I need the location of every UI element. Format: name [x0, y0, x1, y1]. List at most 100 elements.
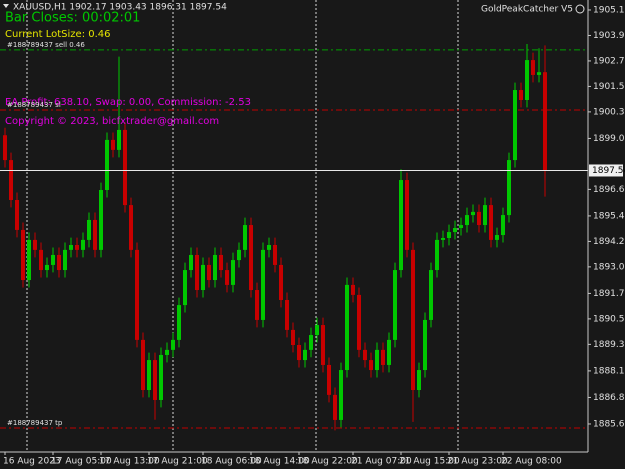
candle-body: [261, 249, 265, 320]
candle-body: [69, 245, 73, 250]
y-tick-label: 1890.55: [593, 314, 625, 324]
y-tick-label: 1903.9: [593, 31, 625, 41]
x-tick-label: 21 Aug 15:00: [399, 457, 460, 467]
candle-body: [81, 239, 85, 250]
candle-body: [129, 205, 133, 250]
chart-header: XAUUSD,H1 1902.17 1903.43 1896.31 1897.5…: [13, 3, 227, 13]
candle-body: [111, 139, 115, 150]
candle-body: [405, 180, 409, 250]
candle-body: [255, 290, 259, 320]
y-tick-label: 1894.2: [593, 237, 625, 247]
collapse-icon[interactable]: [3, 4, 9, 8]
x-tick-label: 18 Aug 06:00: [201, 457, 262, 467]
candle-body: [135, 249, 139, 340]
expert-icon[interactable]: [575, 4, 585, 14]
candle-body: [351, 284, 355, 295]
candle-body: [267, 245, 271, 250]
x-tick-label: 17 Aug 13:00: [99, 457, 160, 467]
expert-name: GoldPeakCatcher V5: [481, 5, 573, 15]
candle-body: [315, 325, 319, 336]
candle-body: [21, 229, 25, 281]
candle-body: [225, 270, 229, 285]
candle-body: [393, 270, 397, 340]
candle-body: [423, 319, 427, 371]
candle-body: [429, 270, 433, 320]
candle-body: [207, 264, 211, 281]
candle-body: [519, 90, 523, 100]
y-tick-label: 1885.6: [593, 419, 625, 429]
candle-body: [483, 205, 487, 226]
candle-body: [291, 329, 295, 345]
candle-body: [495, 235, 499, 240]
candle-body: [9, 160, 13, 200]
candle-body: [453, 228, 457, 233]
order-label: #188789437 sell 0.46: [7, 41, 85, 49]
candle-body: [183, 270, 187, 306]
y-tick-label: 1896.65: [593, 185, 625, 195]
candle-body: [537, 72, 541, 75]
y-tick-label: 1899.05: [593, 134, 625, 144]
candle-body: [93, 219, 97, 250]
candle-body: [297, 344, 301, 361]
candle-body: [345, 284, 349, 371]
candle-body: [375, 349, 379, 371]
candle-body: [363, 349, 367, 361]
candle-body: [447, 232, 451, 238]
candle-body: [303, 349, 307, 361]
candle-body: [201, 264, 205, 291]
x-tick-label: 21 Aug 07:00: [351, 457, 412, 467]
candle-body: [15, 199, 19, 230]
candle-body: [279, 264, 283, 300]
y-tick-label: 1888.1: [593, 366, 625, 376]
candle-body: [435, 239, 439, 271]
candle-body: [525, 60, 529, 100]
candle-body: [417, 370, 421, 391]
y-tick-label: 1889.35: [593, 340, 625, 350]
candle-body: [33, 239, 37, 250]
y-tick-label: 1902.7: [593, 56, 625, 66]
candle-body: [123, 129, 127, 206]
candle-body: [27, 239, 31, 281]
ea-profit: EA Profit: 638.10, Swap: 0.00, Commissio…: [5, 97, 251, 108]
candle-body: [531, 60, 535, 75]
candle-body: [87, 219, 91, 240]
candle-body: [387, 339, 391, 365]
candle-body: [309, 335, 313, 350]
candle-body: [513, 90, 517, 161]
candle-body: [159, 354, 163, 400]
candle-body: [381, 349, 385, 365]
candle-body: [471, 211, 475, 216]
candle-body: [45, 264, 49, 271]
candle-body: [105, 139, 109, 191]
candle-body: [285, 299, 289, 330]
candle-body: [327, 364, 331, 395]
candle-body: [489, 205, 493, 240]
y-tick-label: 1905.1: [593, 5, 625, 15]
candle-body: [249, 225, 253, 291]
candle-body: [99, 190, 103, 250]
order-label: #188789437 tp: [7, 419, 63, 427]
candle-body: [147, 360, 151, 391]
candle-body: [501, 215, 505, 236]
candle-body: [75, 245, 79, 250]
candle-body: [273, 245, 277, 265]
x-tick-label: 17 Aug 21:00: [147, 457, 208, 467]
candle-body: [195, 254, 199, 291]
candle-body: [459, 225, 463, 229]
candle-body: [237, 249, 241, 261]
y-tick-label: 1891.75: [593, 289, 625, 299]
y-tick-label: 1901.5: [593, 82, 625, 92]
candle-body: [339, 370, 343, 420]
bar-closes: Bar Closes: 00:02:01: [5, 11, 140, 26]
candle-body: [465, 215, 469, 226]
candle-body: [333, 394, 337, 420]
candle-body: [321, 325, 325, 365]
x-tick-label: 22 Aug 08:00: [501, 457, 562, 467]
candle-body: [177, 305, 181, 340]
candle-body: [39, 249, 43, 271]
candle-body: [543, 72, 547, 171]
candle-body: [411, 249, 415, 391]
candle-body: [153, 360, 157, 400]
y-tick-label: 1893.00: [593, 262, 625, 272]
